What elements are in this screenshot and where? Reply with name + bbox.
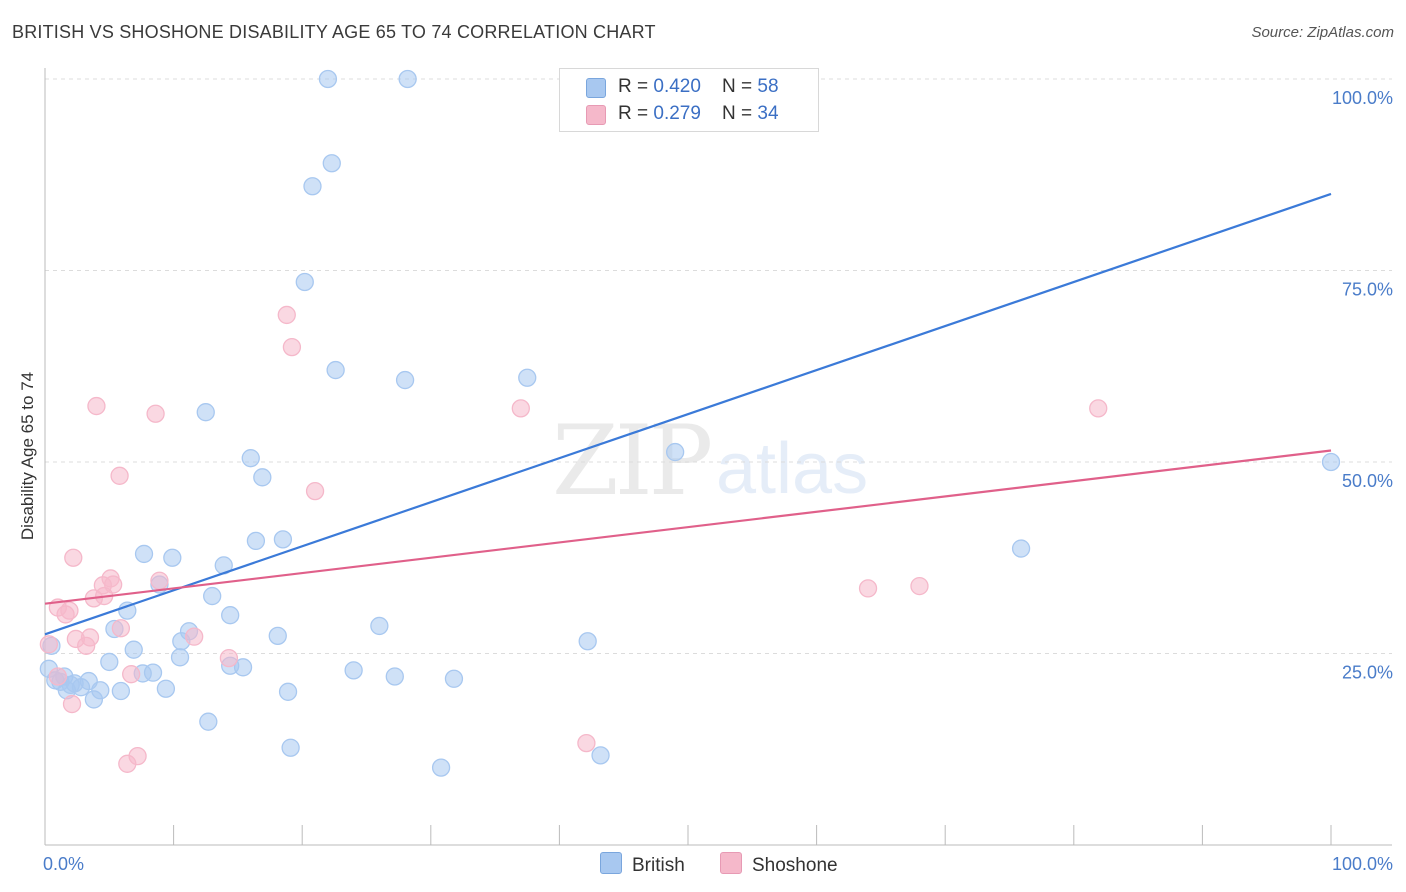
- point-british: [134, 544, 154, 564]
- point-shoshone: [48, 667, 68, 686]
- point-british: [395, 370, 415, 390]
- point-british: [111, 681, 131, 701]
- point-british: [246, 531, 266, 551]
- point-shoshone: [146, 404, 165, 423]
- point-british: [303, 177, 322, 196]
- x-tick-label: 0.0%: [43, 854, 84, 874]
- point-shoshone: [577, 733, 596, 753]
- point-british: [578, 632, 597, 651]
- point-british: [84, 690, 104, 709]
- point-shoshone: [185, 627, 204, 646]
- point-british: [295, 272, 314, 292]
- point-shoshone: [118, 754, 137, 773]
- point-british: [344, 661, 363, 680]
- legend-r-label: R =: [618, 76, 654, 97]
- legend-n-label: N =: [722, 103, 758, 124]
- point-british: [268, 626, 287, 646]
- point-british: [203, 586, 222, 606]
- point-shoshone: [219, 648, 239, 668]
- bottom-legend-label-british: British: [632, 855, 685, 876]
- point-british: [253, 468, 272, 487]
- point-shoshone: [111, 619, 131, 638]
- point-british: [1321, 452, 1341, 472]
- point-british: [318, 69, 338, 89]
- point-british: [322, 154, 341, 173]
- point-shoshone: [64, 548, 83, 567]
- legend-r-value: 0.279: [653, 103, 701, 124]
- point-shoshone: [56, 605, 75, 624]
- point-british: [431, 758, 451, 777]
- point-british: [278, 682, 298, 701]
- y-tick-label: 75.0%: [1342, 280, 1393, 300]
- legend-r-label: R =: [618, 103, 654, 124]
- point-shoshone: [1089, 399, 1108, 418]
- point-shoshone: [282, 337, 302, 357]
- point-british: [118, 601, 137, 620]
- bottom-legend-label-shoshone: Shoshone: [752, 855, 838, 876]
- bottom-legend-swatch-shoshone: [720, 852, 742, 874]
- point-shoshone: [305, 481, 325, 501]
- point-shoshone: [110, 466, 129, 485]
- point-british: [398, 69, 417, 89]
- trend-line-shoshone: [44, 449, 1332, 605]
- bottom-legend-shoshone: Shoshone: [720, 852, 838, 877]
- point-british: [665, 442, 685, 462]
- legend-n-label: N =: [722, 76, 758, 97]
- point-british: [385, 667, 404, 686]
- y-tick-label: 25.0%: [1342, 663, 1393, 683]
- stats-legend: R = 0.420 N = 58 R = 0.279 N = 34: [559, 68, 819, 132]
- point-british: [124, 640, 143, 659]
- watermark-zip: ZIP: [552, 405, 713, 517]
- point-british: [1011, 539, 1031, 558]
- point-shoshone: [910, 576, 929, 596]
- point-shoshone: [87, 396, 106, 416]
- point-shoshone: [150, 571, 169, 590]
- legend-r-value: 0.420: [653, 76, 701, 97]
- point-british: [273, 530, 293, 549]
- point-british: [241, 449, 260, 468]
- point-british: [170, 648, 190, 667]
- point-shoshone: [122, 665, 141, 684]
- point-british: [61, 675, 80, 695]
- point-shoshone: [277, 305, 296, 325]
- y-axis-label: Disability Age 65 to 74: [18, 372, 37, 540]
- y-tick-label: 100.0%: [1332, 88, 1393, 108]
- trend-line-british: [44, 192, 1332, 636]
- point-british: [221, 606, 240, 625]
- legend-n-value: 34: [757, 103, 779, 124]
- watermark-atlas: atlas: [716, 429, 869, 509]
- chart-title: BRITISH VS SHOSHONE DISABILITY AGE 65 TO…: [12, 22, 656, 42]
- bottom-legend-british: British: [600, 852, 685, 877]
- x-tick-label: 100.0%: [1332, 854, 1393, 874]
- point-shoshone: [858, 579, 878, 598]
- point-british: [518, 368, 537, 387]
- y-tick-label: 50.0%: [1342, 471, 1393, 491]
- point-british: [163, 548, 182, 567]
- point-shoshone: [511, 399, 530, 418]
- point-shoshone: [39, 635, 59, 654]
- point-british: [370, 616, 389, 636]
- legend-swatch-shoshone: [586, 105, 606, 125]
- source-label: Source: ZipAtlas.com: [1251, 24, 1394, 41]
- point-british: [156, 679, 176, 698]
- bottom-legend-swatch-british: [600, 852, 622, 874]
- point-shoshone: [77, 636, 96, 655]
- legend-swatch-british: [586, 78, 606, 98]
- point-british: [196, 403, 215, 422]
- point-british: [199, 712, 218, 731]
- point-british: [281, 738, 300, 757]
- point-shoshone: [62, 694, 82, 714]
- point-british: [326, 360, 345, 380]
- point-british: [591, 746, 610, 765]
- point-british: [100, 652, 119, 672]
- legend-n-value: 58: [757, 76, 779, 97]
- point-british: [444, 669, 464, 688]
